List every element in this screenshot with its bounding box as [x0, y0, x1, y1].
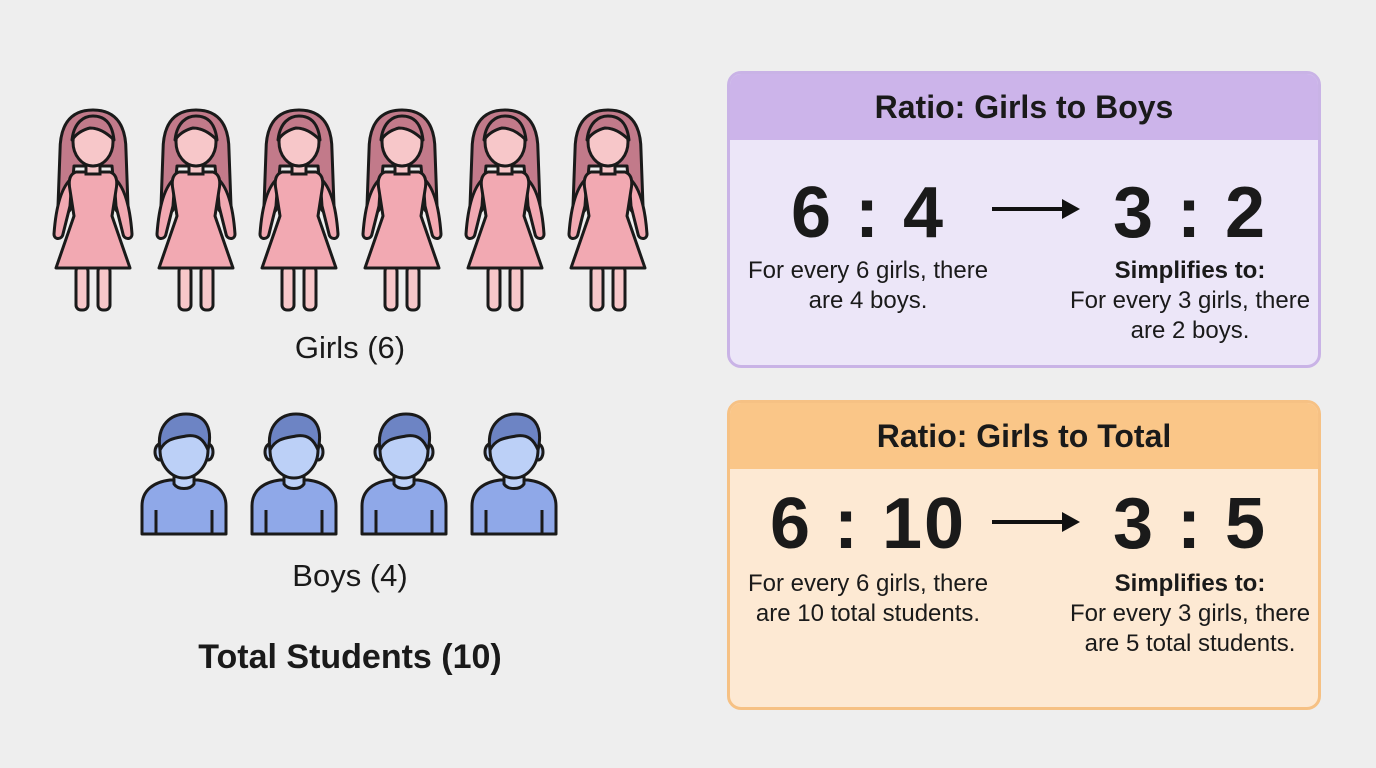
simplified-ratio-value: 3 : 5	[1112, 484, 1268, 564]
girl-icon	[460, 106, 550, 316]
simplifies-label: Simplifies to:	[1114, 257, 1266, 284]
simplifies-label: Simplifies to:	[1114, 570, 1266, 597]
girl-icon	[254, 106, 344, 316]
simplified-description-block: Simplifies to: For every 3 girls, there …	[1060, 569, 1318, 659]
simplified-ratio-value: 3 : 2	[1112, 173, 1268, 253]
ratio-value: 6 : 10	[769, 484, 967, 564]
girl-icon	[357, 106, 447, 316]
girls-label: Girls (6)	[294, 330, 406, 365]
ratio-value: 6 : 4	[790, 173, 946, 253]
ratio-description: For every 6 girls, there are 4 boys.	[747, 257, 989, 314]
total-students-label: Total Students (10)	[198, 638, 502, 676]
ratio-card-girls-to-total: Ratio: Girls to Total 6 : 10 3 : 5 For e…	[727, 400, 1321, 710]
card-title: Ratio: Girls to Total	[730, 403, 1318, 469]
boy-icon	[356, 410, 452, 540]
arrow-right-icon	[990, 194, 1082, 224]
boys-row	[136, 410, 566, 542]
boy-icon	[466, 410, 562, 540]
card-title: Ratio: Girls to Boys	[730, 74, 1318, 140]
girl-icon	[563, 106, 653, 316]
boy-icon	[246, 410, 342, 540]
simplified-description-block: Simplifies to: For every 3 girls, there …	[1060, 256, 1318, 346]
students-illustration: Girls (6) Boys (4) Total Students (10)	[48, 106, 658, 676]
ratio-description: For every 6 girls, there are 10 total st…	[747, 570, 989, 627]
boys-label: Boys (4)	[292, 558, 408, 593]
girls-row	[48, 106, 658, 316]
simplified-description: For every 3 girls, there are 5 total stu…	[1069, 600, 1311, 657]
girl-icon	[151, 106, 241, 316]
boy-icon	[136, 410, 232, 540]
simplified-description: For every 3 girls, there are 2 boys.	[1069, 287, 1311, 344]
arrow-right-icon	[990, 507, 1082, 537]
girl-icon	[48, 106, 138, 316]
ratio-card-girls-to-boys: Ratio: Girls to Boys 6 : 4 3 : 2 For eve…	[727, 71, 1321, 368]
